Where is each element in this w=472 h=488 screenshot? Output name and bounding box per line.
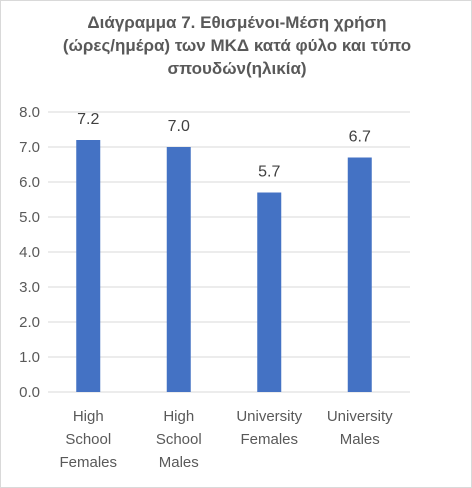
x-category-label: University Males (327, 408, 393, 448)
chart-title-line-1: Διάγραμμα 7. Εθισμένοι-Μέση χρήση (87, 13, 387, 32)
x-category-label-line: University (327, 408, 393, 425)
chart-title-line-3: σπουδών(ηλικία) (167, 59, 307, 78)
y-tick-label: 5.0 (19, 209, 40, 226)
y-tick-label: 3.0 (19, 279, 40, 296)
y-tick-label: 2.0 (19, 314, 40, 331)
bar (166, 147, 191, 392)
chart-title-line-2: (ώρες/ημέρα) των ΜΚΔ κατά φύλο και τύπο (62, 36, 412, 55)
x-category-label-line: High (73, 408, 104, 425)
data-label: 5.7 (258, 164, 280, 181)
data-label: 7.2 (77, 111, 99, 128)
y-tick-label: 6.0 (19, 174, 40, 191)
x-category-label: University Females (236, 408, 302, 448)
data-label: 6.7 (349, 129, 371, 146)
bar (76, 140, 101, 392)
y-tick-label: 4.0 (19, 244, 40, 261)
y-tick-label: 8.0 (19, 104, 40, 121)
x-category-label-line: School (156, 431, 202, 448)
data-label: 7.0 (168, 118, 190, 135)
x-category-label-line: Females (240, 431, 298, 448)
chart-title: Διάγραμμα 7. Εθισμένοι-Μέση χρήση (ώρες/… (21, 11, 453, 80)
x-category-label-line: University (236, 408, 302, 425)
bar (257, 192, 282, 392)
y-tick-label: 7.0 (19, 139, 40, 156)
bar (347, 157, 372, 392)
y-tick-label: 0.0 (19, 384, 40, 401)
x-category-label-line: Males (159, 454, 199, 471)
x-category-label-line: School (65, 431, 111, 448)
x-category-label-line: Females (59, 454, 117, 471)
x-category-label: High School Females (59, 408, 117, 471)
x-category-label-line: Males (340, 431, 380, 448)
y-tick-label: 1.0 (19, 349, 40, 366)
x-category-label-line: High (163, 408, 194, 425)
x-category-label: High School Males (156, 408, 202, 471)
